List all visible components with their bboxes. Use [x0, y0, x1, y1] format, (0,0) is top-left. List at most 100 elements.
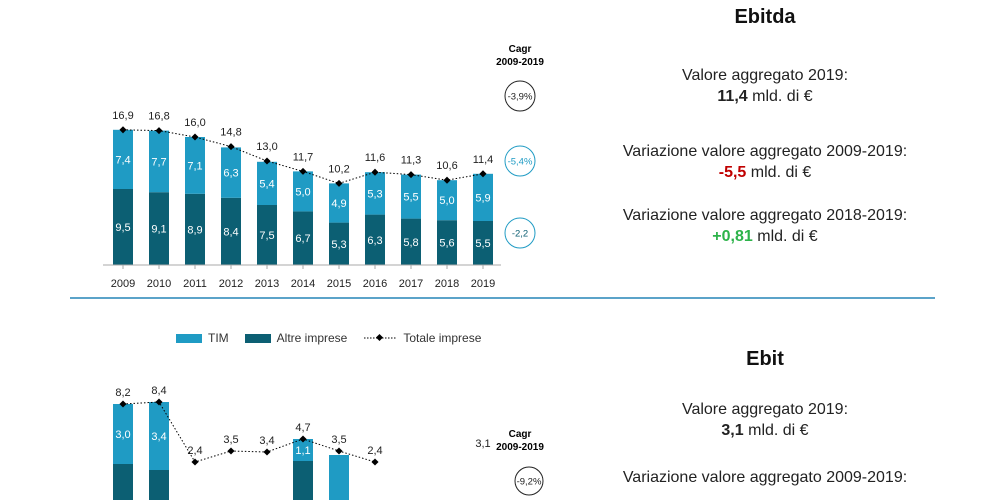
altre-value-label: 5,5 [475, 238, 490, 250]
total-marker [227, 447, 235, 455]
ebit-chart: 3,0 8,2 3,4 8,4 2,4 3,5 3,4 1,1 4,7 3,5 2,4 3,1 Cag… [113, 385, 544, 500]
x-tick-label: 2016 [363, 278, 387, 290]
ebitda-var2-value: +0,81 [712, 228, 753, 245]
altre-value-label: 6,7 [295, 233, 310, 245]
legend-total-swatch [364, 333, 397, 342]
total-line [122, 401, 376, 463]
tim-bar [257, 161, 277, 205]
cagr-circle [504, 217, 536, 249]
x-tick-label: 2018 [435, 278, 459, 290]
x-tick-label: 2010 [147, 278, 171, 290]
cagr-title: Cagr [509, 44, 532, 55]
altre-bar [149, 192, 169, 265]
total-value-label: 3,5 [331, 434, 346, 446]
x-tick-label: 2015 [327, 278, 351, 290]
total-value-label: 3,1 [475, 438, 490, 450]
total-marker [335, 447, 343, 455]
total-value-label: 2,4 [187, 445, 202, 457]
total-value-label: 11,6 [365, 152, 386, 164]
altre-value-label: 6,3 [367, 235, 382, 247]
total-value-label: 8,4 [151, 385, 166, 397]
tim-value-label: 5,5 [403, 192, 418, 204]
tim-value-label: 7,4 [115, 154, 130, 166]
altre-bar [257, 205, 277, 265]
ebitda-title: Ebitda [734, 6, 796, 28]
tim-bar [473, 173, 493, 221]
x-tick-label: 2013 [255, 278, 279, 290]
altre-bar [185, 193, 205, 265]
altre-value-label: 5,8 [403, 237, 418, 249]
ebitda-value-label: Valore aggregato 2019: [681, 67, 849, 84]
total-marker [371, 168, 379, 176]
total-value-label: 10,2 [328, 163, 349, 175]
altre-bar [149, 470, 169, 500]
total-value-label: 3,4 [259, 435, 274, 447]
total-marker [479, 170, 487, 178]
altre-value-label: 8,9 [187, 224, 202, 236]
altre-bar [293, 461, 313, 500]
cagr-circle [514, 466, 544, 496]
total-value-label: 8,2 [115, 387, 130, 399]
ebitda-var-unit: mld. di € [750, 164, 812, 181]
tim-value-label: 5,4 [259, 178, 274, 190]
tim-bar [293, 439, 313, 461]
altre-bar [293, 211, 313, 265]
total-marker [371, 458, 379, 466]
ebitda-var2-label: Variazione valore aggregato 2018-2019: [622, 207, 908, 224]
total-value-label: 11,3 [401, 155, 422, 167]
tim-bar [149, 130, 169, 193]
total-value-label: 10,6 [436, 160, 457, 172]
altre-bar [401, 218, 421, 265]
ebitda-value-unit: mld. di € [752, 88, 813, 105]
ebit-value-label: Valore aggregato 2019: [681, 401, 849, 418]
total-marker [191, 458, 199, 466]
total-value-label: 16,9 [112, 110, 133, 122]
section-divider [70, 297, 935, 299]
altre-value-label: 8,4 [223, 226, 238, 238]
altre-value-label: 7,5 [259, 230, 274, 242]
total-value-label: 11,7 [293, 151, 314, 163]
tim-bar [185, 137, 205, 194]
tim-value-label: 4,9 [331, 198, 346, 210]
cagr-value: -2,2 [512, 229, 528, 240]
ebit-title: Ebit [746, 348, 784, 370]
total-marker [155, 398, 163, 406]
ebit-var-label: Variazione valore aggregato 2009-2019: [622, 469, 908, 486]
altre-bar [437, 220, 457, 265]
tim-value-label: 5,0 [295, 186, 310, 198]
altre-bar [113, 464, 133, 500]
tim-bar [329, 455, 349, 500]
legend-tim-label: TIM [208, 331, 229, 345]
total-marker [119, 400, 127, 408]
tim-value-label: 5,3 [367, 188, 382, 200]
cagr-period: 2009-2019 [496, 442, 544, 453]
ebitda-summary: Ebitda Valore aggregato 2019: 11,4 mld. … [600, 6, 930, 247]
total-marker [299, 435, 307, 443]
total-marker [335, 179, 343, 187]
total-marker [443, 176, 451, 184]
altre-bar [365, 214, 385, 265]
cagr-value: -5,4% [508, 157, 533, 168]
total-marker [263, 157, 271, 165]
total-value-label: 16,8 [148, 111, 169, 123]
total-marker [407, 171, 415, 179]
altre-bar [113, 189, 133, 265]
legend-total-label: Totale imprese [403, 331, 482, 345]
tim-bar [113, 129, 133, 189]
total-marker [119, 126, 127, 134]
total-marker [299, 167, 307, 175]
tim-value-label: 7,1 [187, 160, 202, 172]
tim-bar [221, 147, 241, 198]
altre-value-label: 9,1 [151, 224, 166, 236]
tim-value-label: 3,0 [115, 429, 130, 441]
tim-value-label: 7,7 [151, 156, 166, 168]
altre-value-label: 5,6 [439, 238, 454, 250]
tim-bar [149, 402, 169, 470]
legend-tim-swatch [176, 333, 202, 343]
x-tick-label: 2011 [183, 278, 207, 290]
total-value-label: 3,5 [223, 434, 238, 446]
total-marker [263, 448, 271, 456]
total-value-label: 14,8 [220, 127, 241, 139]
total-marker [155, 127, 163, 135]
x-tick-label: 2014 [291, 278, 315, 290]
